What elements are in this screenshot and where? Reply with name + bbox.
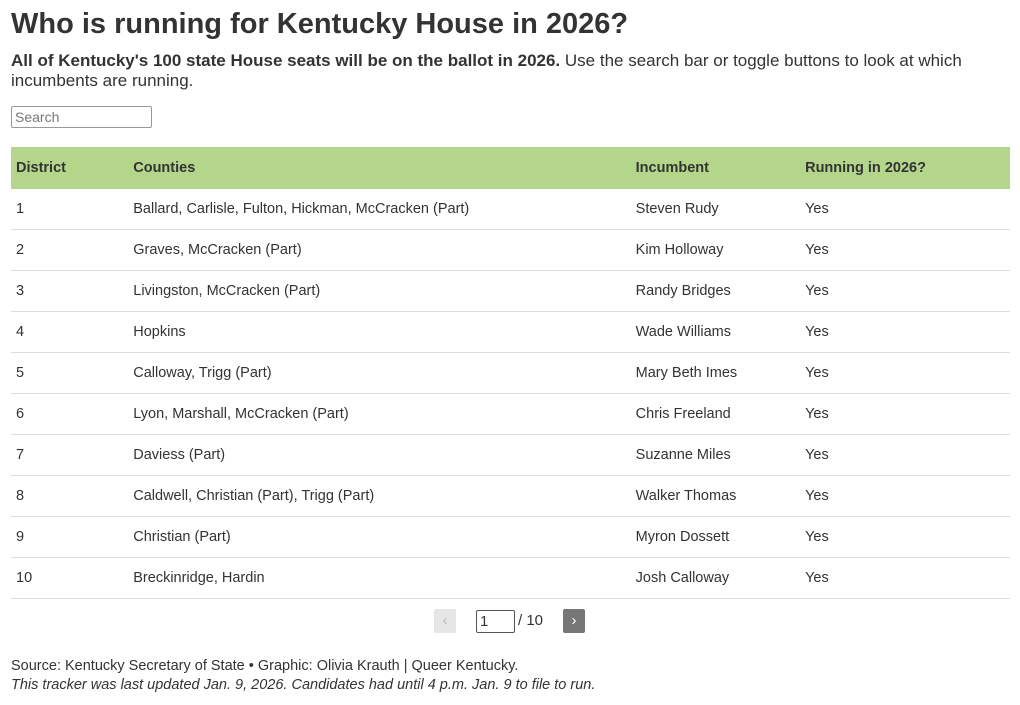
table-row: 5 Calloway, Trigg (Part) Mary Beth Imes Yes: [11, 352, 1010, 394]
table-row: 2 Graves, McCracken (Part) Kim Holloway Yes: [11, 229, 1010, 271]
table-cell: Yes: [800, 393, 1010, 435]
table: District Counties Incumbent Running in 2026…: [11, 147, 1010, 599]
table-cell: 6: [11, 393, 129, 435]
column-header: Counties: [128, 147, 631, 189]
table-cell: 5: [11, 352, 129, 394]
table-cell: Livingston, McCracken (Part): [128, 270, 631, 312]
table-row: 8 Caldwell, Christian (Part), Trigg (Part…: [11, 475, 1010, 517]
page-input[interactable]: 1: [476, 610, 515, 633]
table-cell: 8: [11, 475, 129, 517]
table-row: 9 Christian (Part) Myron Dossett Yes: [11, 516, 1010, 558]
table-cell: Yes: [800, 516, 1010, 558]
table-cell: Yes: [800, 270, 1010, 312]
note: This tracker was last updated Jan. 9, 20…: [11, 677, 596, 693]
table-cell: 7: [11, 434, 129, 476]
table-cell: Chris Freeland: [630, 393, 801, 435]
prev-button[interactable]: ‹: [434, 609, 456, 633]
table-cell: Yes: [800, 557, 1010, 599]
next-button[interactable]: ›: [563, 609, 585, 633]
column-header: Running in 2026?: [800, 147, 1010, 189]
table-cell: Caldwell, Christian (Part), Trigg (Part): [128, 475, 631, 517]
table-cell: Graves, McCracken (Part): [128, 229, 631, 271]
page-total: / 10: [518, 612, 544, 629]
table-row: 10 Breckinridge, Hardin Josh Calloway Yes: [11, 557, 1010, 599]
table-cell: Ballard, Carlisle, Fulton, Hickman, McCr…: [128, 189, 631, 230]
table-row: 6 Lyon, Marshall, McCracken (Part) Chris F…: [11, 393, 1010, 435]
table-cell: 4: [11, 311, 129, 353]
table-cell: Christian (Part): [128, 516, 631, 558]
table-cell: Lyon, Marshall, McCracken (Part): [128, 393, 631, 435]
table-cell: Daviess (Part): [128, 434, 631, 476]
title: Who is running for Kentucky House in 202…: [11, 8, 629, 40]
table-cell: Suzanne Miles: [630, 434, 801, 476]
table-cell: 9: [11, 516, 129, 558]
table-cell: Walker Thomas: [630, 475, 801, 517]
table-cell: Yes: [800, 352, 1010, 394]
table-cell: 1: [11, 189, 129, 230]
subtitle-text: Use the search bar or toggle buttons to …: [11, 51, 962, 90]
table-row: 1 Ballard, Carlisle, Fulton, Hickman, McC…: [11, 189, 1010, 230]
table-cell: Myron Dossett: [630, 516, 801, 558]
column-header: Incumbent: [630, 147, 801, 189]
table-row: 4 Hopkins Wade Williams Yes: [11, 311, 1010, 353]
table-cell: Calloway, Trigg (Part): [128, 352, 631, 394]
table-cell: Kim Holloway: [630, 229, 801, 271]
table-row: 7 Daviess (Part) Suzanne Miles Yes: [11, 434, 1010, 476]
table-cell: 3: [11, 270, 129, 312]
table-body: 1 Ballard, Carlisle, Fulton, Hickman, McC…: [11, 189, 1010, 599]
table-cell: Mary Beth Imes: [630, 352, 801, 394]
table-cell: Breckinridge, Hardin: [128, 557, 631, 599]
table-cell: Yes: [800, 189, 1010, 230]
subtitle-bold: All of Kentucky's 100 state House seats …: [11, 51, 561, 70]
header-row: District Counties Incumbent Running in 2026…: [11, 147, 1010, 189]
table-cell: Wade Williams: [630, 311, 801, 353]
table-cell: Randy Bridges: [630, 270, 801, 312]
table-cell: 10: [11, 557, 129, 599]
column-header: District: [11, 147, 129, 189]
table-cell: Yes: [800, 229, 1010, 271]
table-cell: Josh Calloway: [630, 557, 801, 599]
search-box[interactable]: Search: [11, 106, 152, 128]
table-cell: Yes: [800, 475, 1010, 517]
table-cell: Yes: [800, 434, 1010, 476]
table-cell: Yes: [800, 311, 1010, 353]
subtitle: All of Kentucky's 100 state House seats …: [11, 51, 1011, 91]
table-row: 3 Livingston, McCracken (Part) Randy Bridg…: [11, 270, 1010, 312]
table-cell: Steven Rudy: [630, 189, 801, 230]
source: Source: Kentucky Secretary of State • Gr…: [11, 658, 519, 674]
table-cell: 2: [11, 229, 129, 271]
table-cell: Hopkins: [128, 311, 631, 353]
